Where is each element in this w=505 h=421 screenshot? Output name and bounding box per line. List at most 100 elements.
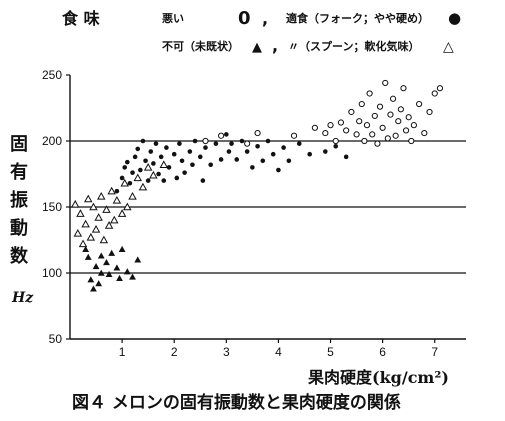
- data-point-s3-32: [405, 114, 412, 121]
- data-point-s2-21: [174, 175, 180, 181]
- data-point-s1-23: [143, 162, 153, 171]
- data-point-s1-15: [110, 215, 119, 224]
- data-point-s2-27: [192, 138, 198, 144]
- y-axis-title-char-4: 動: [10, 217, 28, 239]
- data-point-s1-3: [78, 239, 88, 248]
- data-point-s0-9: [105, 270, 113, 278]
- data-point-s2-7: [135, 146, 141, 152]
- data-point-s3-30: [400, 85, 407, 92]
- legend-label-unripe: 不可（未既状）: [162, 39, 239, 53]
- data-point-s2-41: [255, 143, 260, 149]
- data-point-s0-4: [92, 263, 100, 270]
- data-point-s1-21: [133, 173, 142, 182]
- x-tick-label-2: 2: [171, 345, 178, 359]
- data-point-s0-14: [123, 268, 131, 275]
- y-tick-label-150: 150: [42, 200, 62, 214]
- data-point-s3-22: [379, 124, 386, 131]
- data-point-s3-35: [416, 100, 423, 108]
- data-point-s1-24: [149, 170, 158, 179]
- data-point-s3-26: [389, 95, 397, 102]
- x-axis-title: 果肉硬度(kg/cm²): [307, 368, 449, 387]
- data-point-s2-18: [164, 145, 169, 150]
- data-point-s3-17: [366, 90, 373, 97]
- x-tick-label-5: 5: [327, 345, 334, 359]
- data-point-s3-12: [353, 131, 360, 138]
- data-point-s1-22: [138, 182, 148, 191]
- y-tick-label-250: 250: [42, 68, 62, 82]
- data-point-s3-11: [348, 108, 355, 116]
- data-point-s3-5: [311, 124, 318, 131]
- data-point-s0-11: [113, 264, 121, 271]
- y-axis-title-char-5: 数: [10, 245, 29, 267]
- data-point-s2-3: [125, 159, 130, 165]
- data-point-s3-21: [376, 103, 384, 110]
- data-point-s3-27: [392, 132, 399, 139]
- data-point-s3-8: [332, 137, 339, 145]
- data-point-s2-28: [197, 154, 203, 160]
- data-point-s2-34: [224, 132, 229, 137]
- data-point-s2-47: [286, 158, 292, 164]
- data-point-s2-4: [127, 180, 133, 186]
- data-point-s3-6: [322, 129, 329, 137]
- y-tick-label-200: 200: [42, 134, 62, 148]
- data-point-s2-46: [281, 145, 286, 150]
- data-point-s2-11: [145, 178, 151, 183]
- data-point-s1-12: [102, 205, 111, 213]
- chart-title: 図４ メロンの固有振動数と果肉硬度の関係: [72, 392, 401, 413]
- data-point-s1-9: [94, 213, 103, 221]
- data-point-s2-1: [119, 175, 125, 181]
- data-point-s0-3: [90, 285, 97, 292]
- data-point-s3-25: [387, 111, 394, 118]
- data-point-s3-7: [327, 122, 334, 129]
- data-point-s2-16: [158, 154, 164, 160]
- data-point-s3-18: [369, 131, 376, 138]
- y-axis-title-char-1: 固: [10, 134, 28, 155]
- data-point-s2-35: [226, 149, 232, 154]
- data-point-s3-23: [382, 79, 389, 87]
- data-point-s2-49: [307, 151, 312, 157]
- data-point-s2-12: [148, 149, 154, 154]
- data-point-s2-10: [143, 158, 148, 164]
- x-tick-label-3: 3: [223, 345, 230, 359]
- x-tick-label-7: 7: [431, 345, 438, 359]
- data-point-s3-28: [395, 118, 402, 125]
- data-point-s2-39: [244, 149, 250, 154]
- data-point-s1-17: [117, 209, 127, 217]
- data-point-s3-1: [218, 132, 225, 139]
- data-point-s1-1: [73, 228, 83, 237]
- data-point-s3-10: [343, 127, 350, 134]
- data-point-s2-14: [153, 141, 159, 146]
- data-point-s2-13: [151, 161, 156, 166]
- x-tick-label-4: 4: [275, 345, 282, 359]
- data-point-s2-44: [270, 151, 276, 157]
- legend-label-bad: 悪い: [162, 12, 184, 25]
- data-point-s2-30: [203, 145, 208, 150]
- data-point-s0-8: [103, 259, 110, 266]
- data-point-s2-37: [234, 157, 240, 162]
- data-point-s3-16: [363, 122, 371, 129]
- data-point-s3-2: [244, 140, 251, 147]
- data-point-s2-26: [190, 162, 195, 168]
- data-point-s0-2: [87, 276, 95, 283]
- data-point-s2-36: [229, 141, 234, 146]
- data-point-s2-38: [239, 138, 245, 144]
- data-point-s1-10: [97, 192, 106, 200]
- data-point-s2-32: [213, 141, 219, 146]
- data-point-s2-17: [161, 178, 167, 183]
- y-axis-title: 固 有 振 動 数 Hz: [10, 134, 34, 306]
- legend-sep-1: ,: [262, 9, 268, 28]
- data-point-s2-9: [140, 138, 146, 144]
- data-point-s2-50: [323, 149, 328, 154]
- data-point-s2-40: [250, 165, 255, 170]
- data-point-s1-6: [86, 232, 96, 241]
- data-point-s1-8: [91, 225, 101, 233]
- x-tick-label-6: 6: [379, 345, 386, 359]
- data-point-s2-31: [208, 162, 213, 168]
- data-point-s3-38: [431, 90, 438, 97]
- data-point-s3-29: [397, 106, 404, 113]
- data-point-s3-0: [202, 137, 209, 145]
- data-point-s1-25: [159, 160, 169, 168]
- data-point-s3-36: [421, 129, 428, 137]
- data-point-s3-33: [408, 137, 415, 145]
